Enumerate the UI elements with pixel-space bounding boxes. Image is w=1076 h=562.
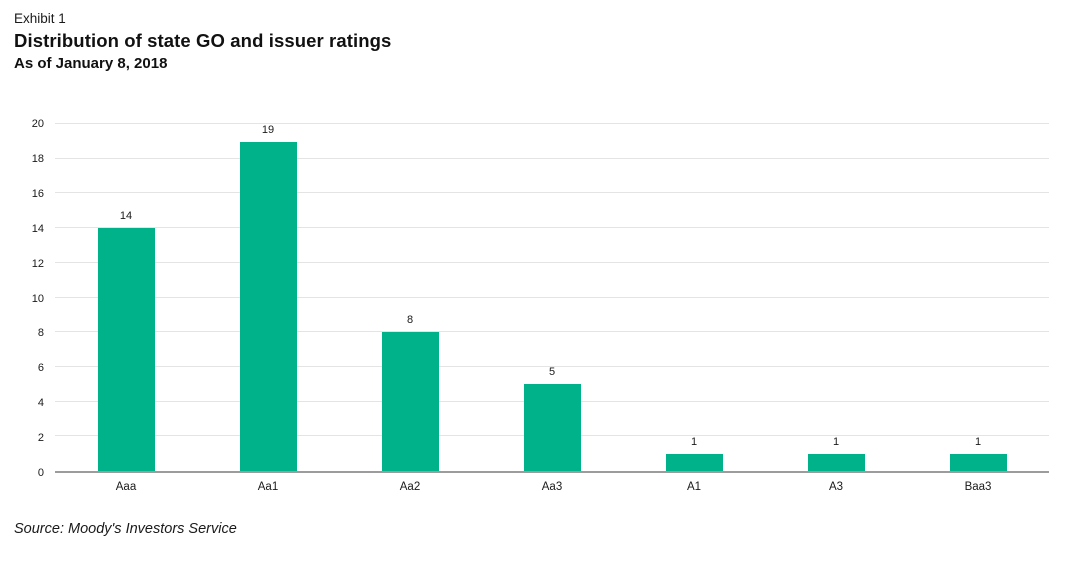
y-axis: 0 2 4 6 8 10 12 14 16 18 20 [0, 118, 55, 479]
gridline [55, 157, 1049, 159]
bar-value-label: 19 [261, 124, 275, 136]
chart-header: Exhibit 1 Distribution of state GO and i… [0, 0, 1076, 74]
bar-value-label: 5 [548, 366, 556, 379]
gridline [55, 296, 1049, 298]
y-tick-label: 8 [37, 327, 44, 340]
gridline [55, 331, 1049, 333]
bar [381, 332, 439, 471]
plot-area: 14 19 8 5 1 1 1 [55, 123, 1049, 473]
x-tick-label: Aa3 [541, 481, 563, 493]
gridline [55, 261, 1049, 263]
chart-title: Distribution of state GO and issuer rati… [14, 30, 392, 51]
exhibit-label: Exhibit 1 [14, 11, 66, 26]
y-tick-label: 20 [31, 118, 44, 130]
x-axis: Aaa Aa1 Aa2 Aa3 A1 A3 Baa3 [55, 480, 1049, 494]
bar [949, 453, 1007, 471]
x-tick-label: A1 [686, 481, 702, 493]
y-tick-label: 0 [37, 467, 44, 479]
source-note: Source: Moody's Investors Service [14, 521, 237, 537]
bar-column: 1 [623, 124, 765, 471]
bar-column: 5 [481, 124, 623, 471]
y-tick-label: 14 [31, 222, 44, 235]
gridline [55, 192, 1049, 194]
x-tick-label: Aa1 [257, 481, 279, 493]
bar [239, 142, 297, 471]
y-tick-label: 16 [31, 187, 44, 200]
gridline [55, 227, 1049, 229]
bar-value-label: 1 [974, 435, 982, 448]
y-tick-label: 2 [37, 432, 44, 445]
y-tick-label: 18 [31, 152, 44, 165]
bar-chart: 0 2 4 6 8 10 12 14 16 18 20 14 19 8 5 1 1 1 [0, 118, 1049, 479]
chart-subtitle: As of January 8, 2018 [14, 55, 168, 72]
bars-container: 14 19 8 5 1 1 1 [55, 124, 1049, 471]
bar [97, 228, 155, 471]
bar-value-label: 14 [119, 210, 133, 223]
y-tick-label: 4 [37, 397, 44, 410]
bar-column: 19 [197, 124, 339, 471]
bar-column: 1 [907, 124, 1049, 471]
x-tick-label: Aa2 [399, 481, 421, 493]
bar-column: 1 [765, 124, 907, 471]
bar [807, 453, 865, 471]
bar-column: 14 [55, 124, 197, 471]
x-tick-label: Aaa [115, 481, 137, 493]
bar [665, 453, 723, 471]
gridline [55, 123, 1049, 124]
bar-value-label: 1 [690, 435, 698, 448]
y-tick-label: 6 [37, 362, 44, 375]
x-tick-label: Baa3 [964, 481, 992, 493]
gridline [55, 365, 1049, 367]
bar-value-label: 8 [406, 314, 414, 327]
bar-column: 8 [339, 124, 481, 471]
y-tick-label: 10 [31, 292, 44, 305]
x-tick-label: A3 [828, 481, 844, 493]
bar-value-label: 1 [832, 435, 840, 448]
bar [523, 384, 581, 471]
y-tick-label: 12 [31, 257, 44, 270]
